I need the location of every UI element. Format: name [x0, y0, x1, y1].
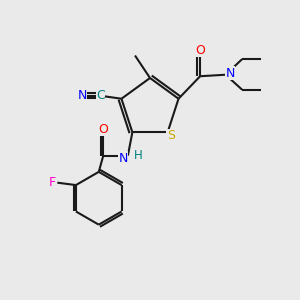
Text: C: C	[96, 89, 105, 102]
Text: O: O	[195, 44, 205, 57]
Text: O: O	[98, 123, 108, 136]
Text: S: S	[167, 129, 175, 142]
Text: N: N	[119, 152, 128, 165]
Text: H: H	[134, 149, 143, 162]
Text: N: N	[78, 89, 87, 102]
Text: F: F	[48, 176, 56, 189]
Text: N: N	[225, 67, 235, 80]
